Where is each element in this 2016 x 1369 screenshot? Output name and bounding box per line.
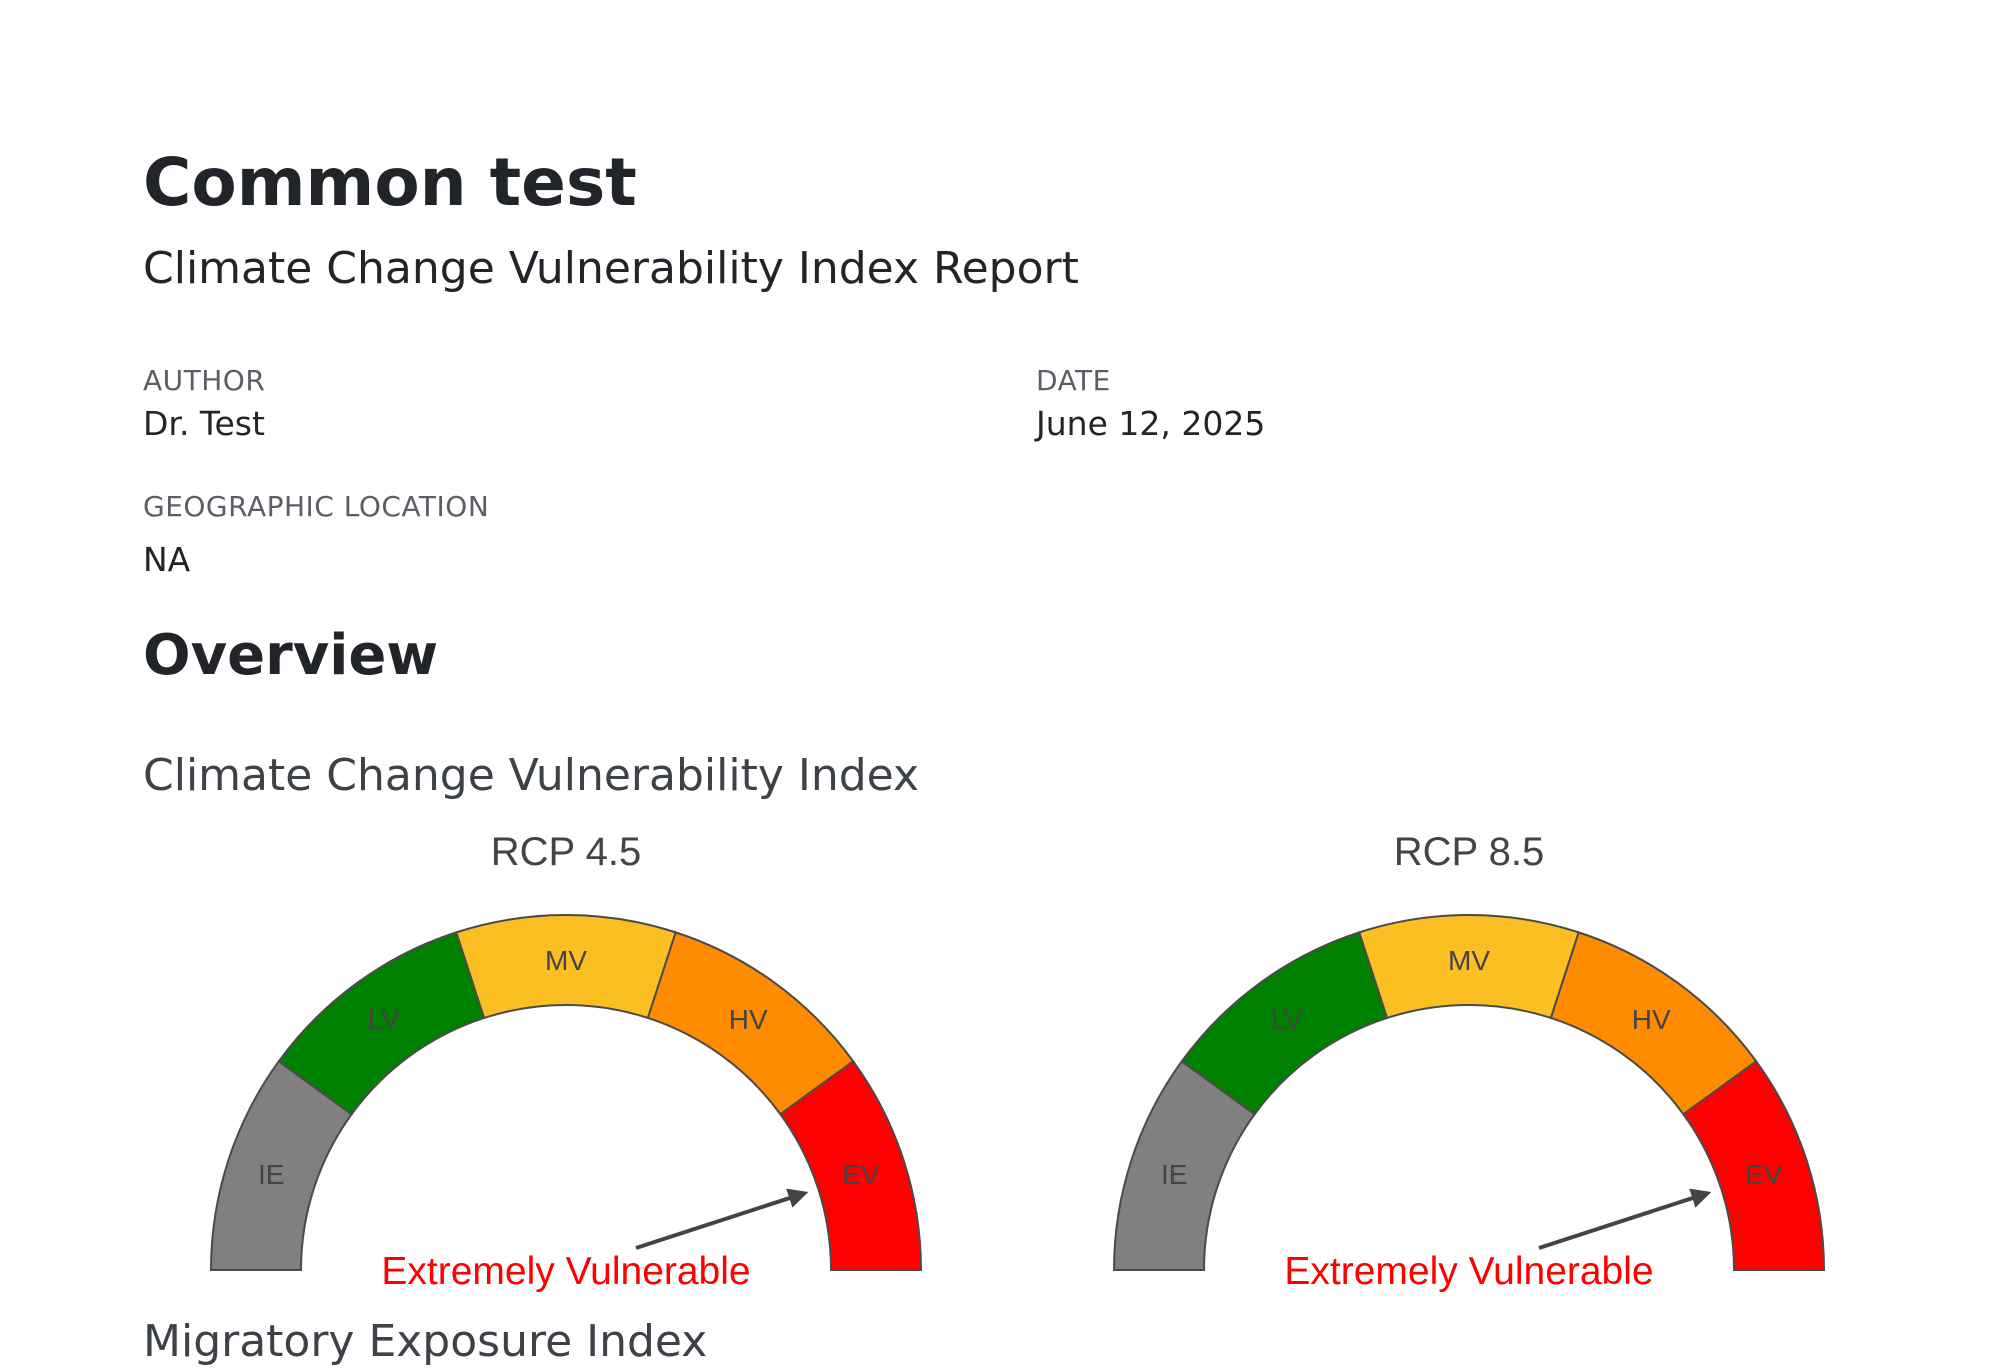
location-value: NA bbox=[143, 540, 191, 579]
gauge-segment-ev bbox=[1681, 1059, 1826, 1271]
gauge-segment-label: HV bbox=[1632, 1004, 1671, 1035]
gauge-title: RCP 4.5 bbox=[491, 830, 641, 874]
gauge-pointer-arrow bbox=[1538, 1188, 1712, 1250]
gauge-segment-label: EV bbox=[842, 1159, 880, 1190]
date-value: June 12, 2025 bbox=[1036, 404, 1266, 443]
gauge-segment-label: LV bbox=[1271, 1004, 1303, 1035]
date-label: DATE bbox=[1036, 364, 1111, 397]
gauge-pointer-arrow bbox=[635, 1188, 809, 1250]
gauge-segment-label: IE bbox=[1161, 1159, 1187, 1190]
gauge-title: RCP 8.5 bbox=[1394, 830, 1544, 874]
gauge-rcp-1: RCP 8.5 IE LV MV HV EV Extremely Vulnerable bbox=[1112, 830, 1826, 1298]
ccvi-heading: Climate Change Vulnerability Index bbox=[143, 750, 919, 801]
report-subtitle: Climate Change Vulnerability Index Repor… bbox=[143, 243, 1079, 294]
gauge-segment-label: LV bbox=[368, 1004, 400, 1035]
author-value: Dr. Test bbox=[143, 404, 265, 443]
gauge-rcp-0: RCP 4.5 IE LV MV HV EV Extremely Vulnerable bbox=[209, 830, 923, 1298]
gauge-segment-label: EV bbox=[1745, 1159, 1783, 1190]
overview-heading: Overview bbox=[143, 623, 439, 688]
gauge-segment-label: MV bbox=[1448, 945, 1490, 976]
migratory-exposure-heading: Migratory Exposure Index bbox=[143, 1316, 708, 1367]
gauge-segment-label: IE bbox=[258, 1159, 284, 1190]
author-label: AUTHOR bbox=[143, 364, 266, 397]
gauge-segment-label: HV bbox=[729, 1004, 768, 1035]
gauge-result-label: Extremely Vulnerable bbox=[1284, 1250, 1653, 1293]
gauge-segment-ev bbox=[778, 1059, 923, 1271]
report-title: Common test bbox=[143, 144, 637, 221]
gauge-segment-label: MV bbox=[545, 945, 587, 976]
gauge-result-label: Extremely Vulnerable bbox=[381, 1250, 750, 1293]
location-label: GEOGRAPHIC LOCATION bbox=[143, 490, 490, 523]
